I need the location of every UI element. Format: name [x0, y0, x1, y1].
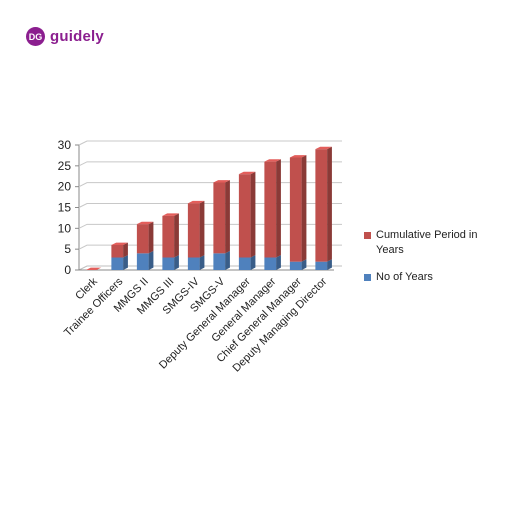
bar-segment — [238, 174, 251, 258]
bar-top-cap — [289, 155, 307, 158]
bar-segment-side — [301, 259, 307, 270]
bar-segment-side — [123, 255, 128, 270]
legend-swatch-cumulative — [364, 232, 371, 239]
bar-segment-side — [327, 146, 332, 262]
y-tick-label: 30 — [58, 138, 72, 152]
bar-top-cap — [136, 221, 154, 225]
bar-segment-side — [174, 213, 179, 258]
y-tick-label: 20 — [58, 180, 72, 194]
y-tick-label: 5 — [64, 242, 71, 256]
legend-item-years: No of Years — [364, 270, 504, 285]
y-tick-label: 15 — [58, 201, 72, 215]
bar-segment — [213, 182, 226, 254]
chart-legend: Cumulative Period in Years No of Years — [364, 228, 504, 285]
bar-segment — [162, 215, 175, 258]
brand-logo-text: DG — [29, 32, 43, 42]
bar-segment — [111, 245, 124, 258]
chart-panel: 0 5 10 15 20 25 30 Clerk Trainee Officers MMGS II… — [35, 122, 505, 390]
bar-top-cap — [264, 159, 281, 162]
bar-segment-side — [301, 155, 307, 262]
bar-segment — [187, 203, 200, 258]
brand-logo-icon: DG — [26, 27, 45, 46]
bar-segment — [162, 257, 175, 270]
y-tick-label: 25 — [58, 159, 72, 173]
brand-name: guidely — [50, 28, 104, 45]
bar-top-cap — [187, 200, 205, 204]
bar-segment — [111, 257, 124, 270]
bar-segment-side — [199, 200, 205, 258]
bar-segment-side — [276, 255, 281, 270]
bar-segment — [289, 157, 302, 262]
bar-top-cap — [238, 171, 256, 175]
bar-segment-side — [327, 259, 332, 270]
gridline — [78, 161, 342, 167]
bar-segment-side — [250, 171, 256, 258]
bar-segment — [187, 257, 200, 270]
bar-segment-side — [148, 221, 154, 254]
legend-item-cumulative: Cumulative Period in Years — [364, 228, 504, 258]
bar-segment — [213, 253, 226, 270]
legend-label-years: No of Years — [376, 271, 433, 283]
gridline — [78, 244, 342, 250]
bar-segment-side — [148, 250, 154, 270]
bar-top-cap — [111, 242, 128, 245]
bar-segment — [238, 257, 251, 270]
bar-segment — [315, 261, 328, 270]
bar-segment-side — [123, 242, 128, 258]
bar-segment — [289, 261, 302, 270]
bar-segment-side — [199, 255, 205, 270]
legend-swatch-years — [364, 274, 371, 281]
gridline — [78, 203, 342, 208]
bar-top-cap — [213, 180, 230, 183]
bar-segment-side — [276, 159, 281, 258]
bar-segment-side — [225, 250, 230, 270]
gridline — [78, 223, 342, 229]
bar-segment — [264, 161, 277, 258]
bar-top-cap — [162, 213, 179, 216]
bar-segment — [315, 149, 328, 262]
bar-segment — [136, 224, 149, 254]
bar-segment-side — [174, 255, 179, 270]
y-tick-label: 10 — [58, 221, 72, 235]
legend-label-cumulative: Cumulative Period in Years — [376, 229, 478, 256]
gridline — [78, 140, 342, 146]
bar-segment-side — [250, 255, 256, 270]
bar-segment — [136, 253, 149, 270]
gridline — [78, 182, 342, 188]
bar-top-cap — [315, 146, 332, 150]
bar-top-cap — [85, 267, 102, 270]
brand: DG guidely — [26, 27, 104, 46]
bar-segment-side — [225, 180, 230, 254]
bar-segment — [264, 257, 277, 270]
chart-floor-line — [78, 265, 342, 271]
y-tick-label: 0 — [64, 263, 71, 277]
